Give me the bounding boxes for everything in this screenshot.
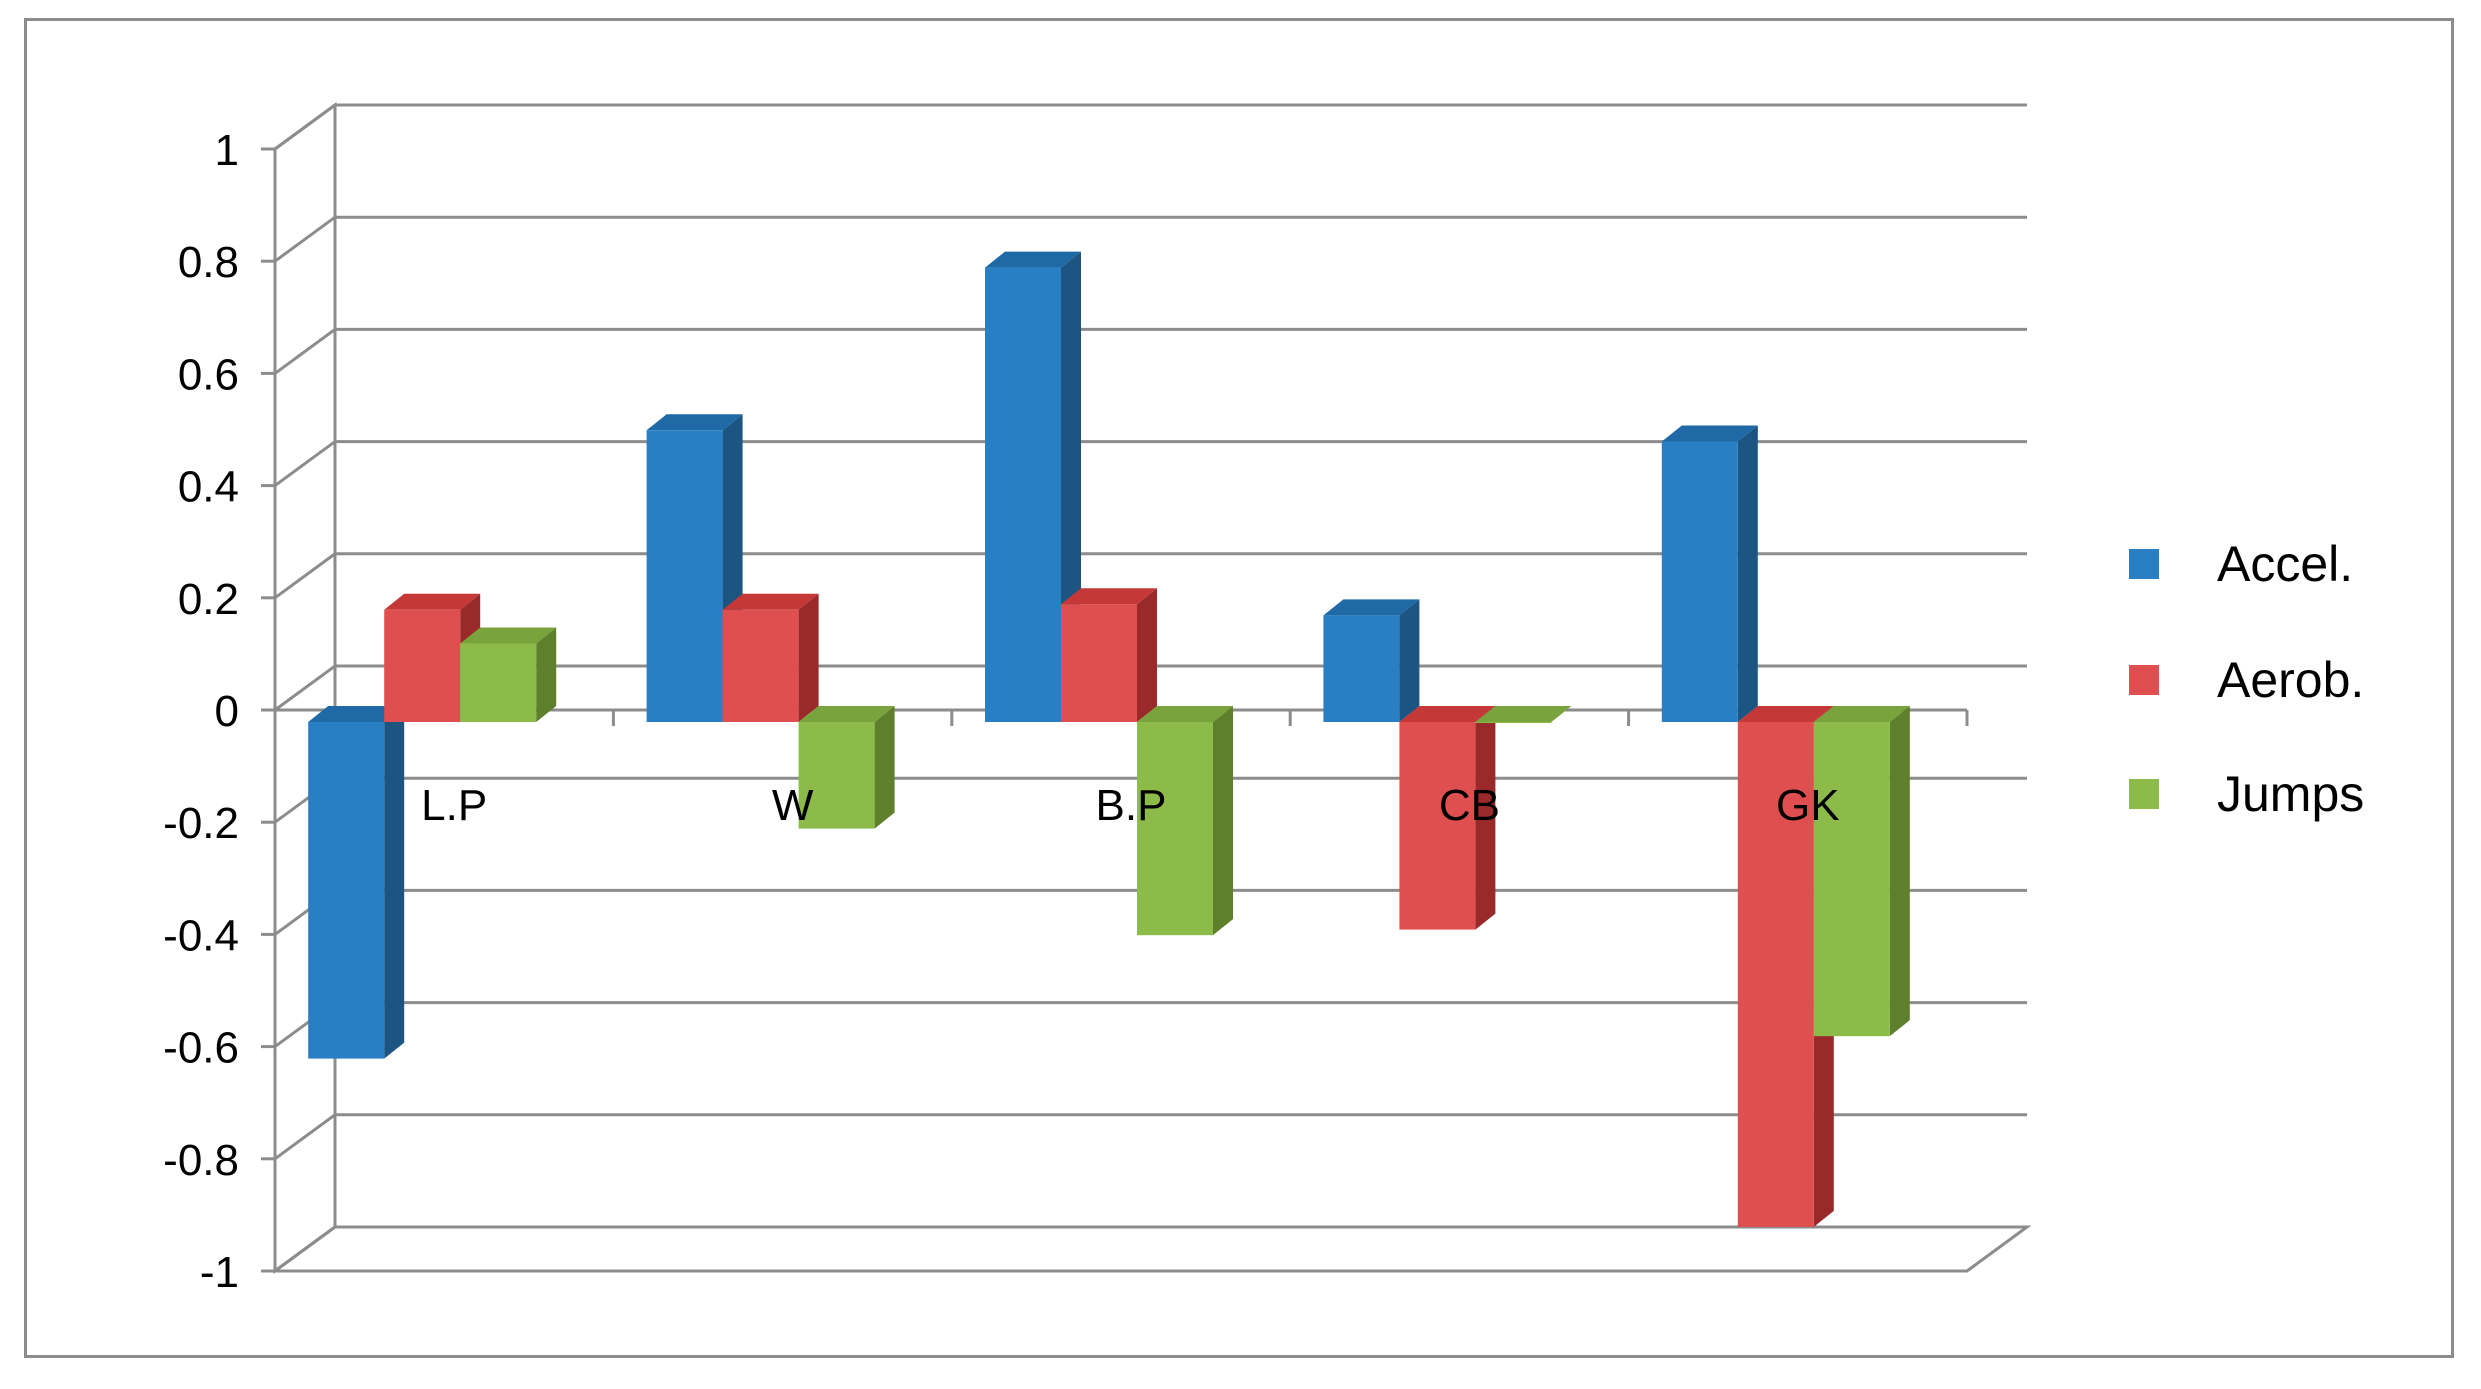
bar-front [1661, 441, 1738, 722]
bar-top [646, 414, 743, 431]
bar-aerob-bp [1061, 588, 1157, 722]
category-label: W [772, 781, 814, 830]
bar-front [1323, 615, 1400, 722]
bar-top [798, 706, 895, 722]
bar-front [798, 722, 875, 829]
category-label: GK [1776, 781, 1840, 830]
bar-jumps-lp [460, 627, 557, 722]
y-tick-label: 1 [215, 126, 239, 175]
bar-front [646, 430, 723, 722]
bar-top [1323, 599, 1420, 616]
bar-front [1475, 722, 1552, 723]
bar-side [874, 706, 895, 829]
bar-front [308, 722, 385, 1059]
legend-label: Aerob. [2217, 652, 2364, 708]
y-tick-label: -0.6 [163, 1024, 239, 1073]
category-label: B.P [1096, 781, 1167, 830]
bar-side [1737, 425, 1758, 722]
y-tick-label: -0.4 [163, 911, 239, 960]
bar-front [722, 609, 799, 722]
gridline [274, 327, 2027, 375]
legend-swatch [2129, 665, 2159, 695]
bar-top [1813, 706, 1910, 722]
bar-side [798, 593, 819, 722]
category-labels: L.P W B.P CB GK [421, 781, 1839, 830]
bar-jumps-bp [1137, 706, 1233, 936]
chart-svg: 1 0.8 0.6 0.4 0.2 0 -0.2 -0.4 -0.6 -0.8 -1 L.P W B.P… [163, 102, 2364, 1297]
bar-top [384, 593, 481, 610]
category-label: CB [1439, 781, 1500, 830]
y-tick-label: 0.8 [178, 238, 239, 287]
y-tick-label: -0.8 [163, 1136, 239, 1185]
bar-front [1399, 722, 1476, 930]
bar-top [1061, 588, 1157, 605]
bar-side [1399, 599, 1420, 722]
gridline [274, 440, 2027, 487]
bar-side [1889, 706, 1910, 1037]
bar-accel-cb [1323, 599, 1420, 722]
y-axis-tick-labels: 1 0.8 0.6 0.4 0.2 0 -0.2 -0.4 -0.6 -0.8 -1 [163, 126, 239, 1297]
bar-jumps-gk [1813, 706, 1910, 1037]
bar-top [722, 593, 819, 610]
bar-side [384, 706, 405, 1059]
bar-side [1137, 588, 1157, 722]
bars [308, 251, 1910, 1227]
bar-front [1137, 722, 1213, 936]
bar-jumps-cb [1475, 706, 1572, 723]
floor [270, 1225, 2032, 1273]
bar-side [536, 627, 557, 722]
bar-front [985, 267, 1061, 722]
bar-front [384, 609, 461, 722]
legend-swatch [2129, 779, 2159, 809]
bar-aerob-gk [1737, 706, 1834, 1227]
gridline [274, 552, 2027, 600]
y-tick-label: 0.2 [178, 575, 239, 624]
legend-label: Jumps [2217, 766, 2364, 822]
bar-front [1737, 722, 1814, 1227]
gridline [274, 103, 2027, 151]
gridline [274, 1113, 2027, 1161]
y-tick-label: 0.4 [178, 463, 239, 512]
bar-top [1137, 706, 1233, 722]
legend: Accel. Aerob. Jumps [2129, 536, 2364, 822]
bar-front [460, 643, 537, 722]
bar-front [1813, 722, 1890, 1037]
y-tick-label: 0 [215, 687, 239, 736]
bar-aerob-cb [1399, 706, 1496, 930]
gridline [274, 664, 2027, 712]
bar-side [1475, 706, 1496, 930]
bar-top [985, 251, 1081, 268]
bar-top [308, 706, 405, 722]
bar-side [1213, 706, 1233, 936]
bar-top [1737, 706, 1834, 722]
bar-jumps-w [798, 706, 895, 829]
bar-aerob-w [722, 593, 819, 722]
bar-top [1661, 425, 1758, 442]
gridline [274, 215, 2027, 263]
bar-top [1399, 706, 1496, 722]
bar-accel-lp [308, 706, 405, 1059]
bar-front [1061, 604, 1137, 722]
legend-label: Accel. [2217, 536, 2353, 592]
y-tick-label: -0.2 [163, 799, 239, 848]
bar-top [460, 627, 557, 644]
y-tick-label: -1 [200, 1248, 239, 1297]
legend-swatch [2129, 549, 2159, 579]
bar-accel-gk [1661, 425, 1758, 722]
category-label: L.P [421, 781, 487, 830]
bar-top [1475, 706, 1572, 722]
gridline [274, 1225, 2027, 1273]
y-tick-label: 0.6 [178, 350, 239, 399]
chart-frame: 1 0.8 0.6 0.4 0.2 0 -0.2 -0.4 -0.6 -0.8 -1 L.P W B.P… [24, 18, 2454, 1358]
